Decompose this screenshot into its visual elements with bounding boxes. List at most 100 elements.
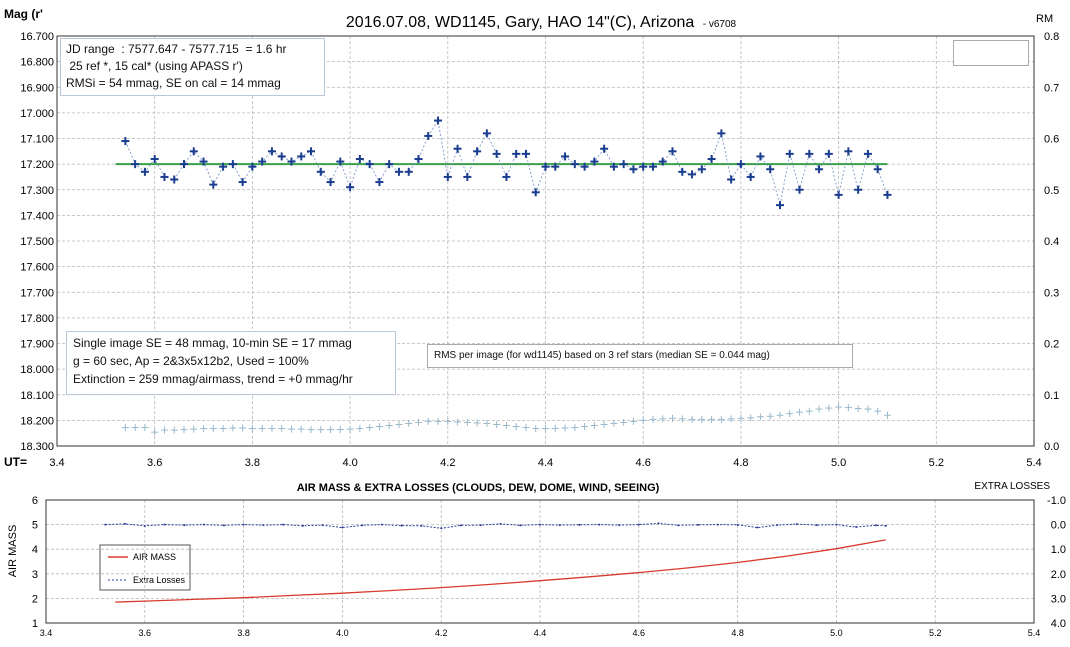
- top-y-tick: 16.800: [20, 57, 54, 69]
- rms-point: [258, 425, 266, 433]
- mag-point: [267, 147, 276, 156]
- extra-losses-point: [499, 522, 502, 525]
- extra-losses-point: [124, 522, 127, 525]
- extra-losses-point: [855, 526, 858, 529]
- extra-losses-point: [677, 524, 680, 527]
- rms-point: [747, 414, 755, 422]
- rms-point: [200, 425, 208, 433]
- mag-point: [580, 162, 589, 171]
- extra-losses-point: [380, 523, 383, 526]
- rms-point: [395, 420, 403, 428]
- top-chart-version: - v6708: [703, 19, 737, 30]
- extra-losses-point: [884, 524, 887, 527]
- mag-point: [541, 162, 550, 171]
- info-line: Single image SE = 48 mmag, 10-min SE = 1…: [73, 336, 352, 350]
- mag-point: [785, 149, 794, 158]
- rms-point: [805, 407, 813, 415]
- top-y-tick: 17.700: [20, 287, 54, 299]
- mag-point: [228, 160, 237, 169]
- top-x-tick: 5.4: [1026, 457, 1041, 469]
- bottom-y-tick: 5: [32, 520, 38, 532]
- top-x-tick: 5.0: [831, 457, 846, 469]
- mag-point: [443, 172, 452, 181]
- top-y2-tick: 0.7: [1044, 82, 1059, 94]
- extra-losses-point: [618, 524, 621, 527]
- bottom-plot-frame: [45, 499, 1035, 624]
- bottom-y-tick: 2: [32, 593, 38, 605]
- mag-point: [307, 147, 316, 156]
- extra-losses-point: [400, 524, 403, 527]
- rms-point: [131, 424, 139, 432]
- bottom-chart-y2label: EXTRA LOSSES: [974, 481, 1050, 492]
- extra-losses-point: [697, 523, 700, 526]
- mag-point: [209, 180, 218, 189]
- mag-point: [815, 165, 824, 174]
- rms-point: [854, 405, 862, 413]
- bottom-y2-tick: 0.0: [1051, 520, 1066, 532]
- rms-point: [737, 414, 745, 422]
- top-plot-frame: [56, 35, 1035, 447]
- extra-losses-point: [459, 524, 462, 527]
- bottom-y-tick: 3: [32, 569, 38, 581]
- rms-point: [678, 415, 686, 423]
- mag-point: [600, 144, 609, 153]
- mag-point: [219, 162, 228, 171]
- extra-losses-point: [578, 523, 581, 526]
- mag-point: [140, 167, 149, 176]
- rms-point: [835, 403, 843, 411]
- top-y-tick: 18.200: [20, 415, 54, 427]
- mag-point: [365, 160, 374, 169]
- mag-point: [346, 183, 355, 192]
- rms-point: [532, 425, 540, 433]
- mag-point: [326, 178, 335, 187]
- rms-point: [864, 405, 872, 413]
- rms-point: [581, 423, 589, 431]
- rms-point: [512, 423, 520, 431]
- bottom-x-tick: 4.6: [633, 628, 646, 638]
- mag-point: [248, 162, 257, 171]
- extra-losses-point: [104, 523, 107, 526]
- mag-point: [199, 157, 208, 166]
- mag-point: [160, 172, 169, 181]
- rms-point: [727, 415, 735, 423]
- rms-point: [248, 425, 256, 433]
- rms-point: [590, 422, 598, 429]
- mag-series-line: [125, 119, 888, 206]
- mag-point: [287, 157, 296, 166]
- rms-point: [786, 410, 794, 418]
- mag-point: [297, 152, 306, 161]
- rms-point: [278, 425, 286, 433]
- mag-point: [834, 190, 843, 199]
- rms-point: [327, 426, 335, 434]
- extra-losses-point: [519, 524, 522, 527]
- extra-losses-point: [637, 523, 640, 526]
- mag-point: [336, 157, 345, 166]
- mag-point: [707, 155, 716, 163]
- top-y-tick: 17.600: [20, 262, 54, 274]
- bottom-y-tick: 4: [32, 544, 38, 556]
- bottom-y2-tick: 4.0: [1051, 618, 1066, 630]
- top-x-tick: 4.8: [733, 457, 748, 469]
- mag-point: [482, 129, 491, 138]
- mag-point: [258, 157, 267, 166]
- extra-losses-point: [874, 524, 877, 527]
- top-y2-tick: 0.5: [1044, 185, 1059, 197]
- bottom-y2-tick: 2.0: [1051, 569, 1066, 581]
- mag-point: [121, 137, 130, 146]
- rms-point: [659, 415, 667, 423]
- rms-point: [385, 422, 393, 429]
- extra-losses-point: [479, 524, 482, 527]
- mag-point: [619, 160, 628, 169]
- legend-airmass-label: AIR MASS: [133, 552, 176, 562]
- rms-point: [502, 422, 510, 429]
- mag-point: [238, 178, 247, 187]
- mag-point: [561, 152, 570, 161]
- info-line: 25 ref *, 15 cal* (using APASS r'): [66, 59, 243, 73]
- rms-point: [121, 424, 129, 432]
- rms-point: [610, 419, 618, 427]
- extra-losses-point: [222, 524, 225, 527]
- rms-point: [883, 411, 891, 419]
- mag-point: [424, 131, 433, 140]
- extra-losses-point: [361, 524, 364, 527]
